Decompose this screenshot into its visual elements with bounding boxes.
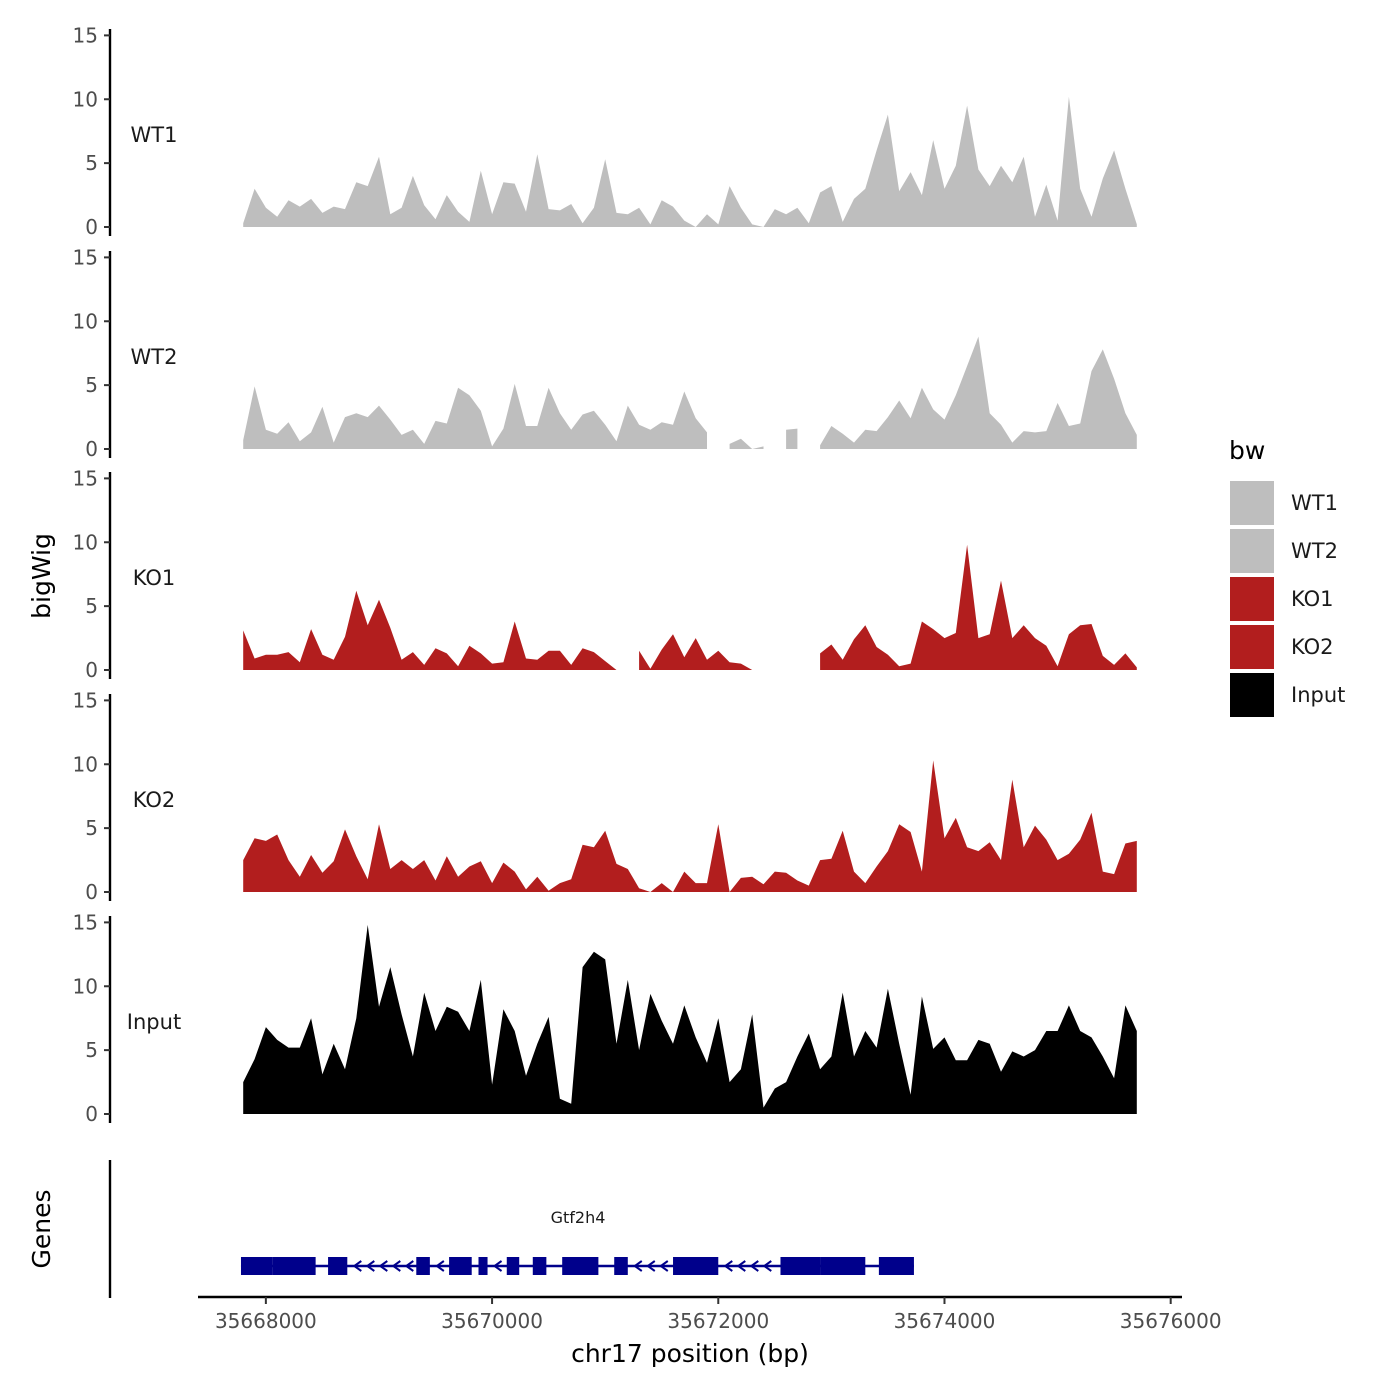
strand-arrow bbox=[378, 1260, 388, 1272]
strand-arrow bbox=[736, 1260, 746, 1272]
y-tick-label: 0 bbox=[85, 215, 98, 239]
y-tick-label: 0 bbox=[85, 658, 98, 682]
gene-track: Gtf2h4 bbox=[108, 1160, 914, 1298]
strand-arrow bbox=[659, 1260, 669, 1272]
legend-key-ko1 bbox=[1228, 575, 1276, 623]
track-wt1: 0 5 10 15 WT1 bbox=[73, 23, 1137, 239]
gene-exon bbox=[562, 1257, 599, 1275]
signal-area-wt2 bbox=[786, 428, 798, 449]
x-tick-label: 35674000 bbox=[894, 1309, 996, 1333]
strand-arrow bbox=[646, 1260, 656, 1272]
signal-area-wt2 bbox=[729, 438, 764, 449]
legend-label: KO1 bbox=[1291, 587, 1334, 611]
track-label: KO1 bbox=[133, 566, 176, 590]
track-label: Input bbox=[127, 1010, 181, 1034]
signal-area-wt2 bbox=[820, 336, 1137, 449]
legend-key-ko2 bbox=[1228, 623, 1276, 671]
gene-exon bbox=[416, 1257, 430, 1275]
y-tick-label: 10 bbox=[73, 530, 98, 554]
signal-area-ko2 bbox=[243, 760, 1137, 892]
gene-exon bbox=[328, 1257, 348, 1275]
strand-arrow bbox=[435, 1260, 445, 1272]
x-tick-label: 35676000 bbox=[1120, 1309, 1222, 1333]
y-tick-label: 15 bbox=[73, 910, 98, 934]
x-tick-label: 35672000 bbox=[667, 1309, 769, 1333]
strand-arrow bbox=[391, 1260, 401, 1272]
gene-exon bbox=[673, 1257, 719, 1275]
legend-key-wt1 bbox=[1228, 479, 1276, 527]
strand-arrow bbox=[404, 1260, 414, 1272]
y-tick-label: 5 bbox=[85, 816, 98, 840]
y-tick-label: 5 bbox=[85, 373, 98, 397]
legend-label: Input bbox=[1291, 683, 1345, 707]
track-ko1: 0 5 10 15 KO1 bbox=[73, 466, 1137, 682]
track-label: KO2 bbox=[133, 788, 176, 812]
gene-exon bbox=[449, 1257, 472, 1275]
y-tick-label: 0 bbox=[85, 437, 98, 461]
y-tick-label: 10 bbox=[73, 974, 98, 998]
signal-area-ko1 bbox=[243, 590, 617, 670]
y-tick-label: 10 bbox=[73, 309, 98, 333]
y-tick-label: 5 bbox=[85, 1038, 98, 1062]
y-tick-label: 15 bbox=[73, 466, 98, 490]
legend-label: KO2 bbox=[1291, 635, 1334, 659]
signal-area-ko1 bbox=[639, 634, 753, 670]
y-tick-label: 0 bbox=[85, 880, 98, 904]
strand-arrow bbox=[723, 1260, 733, 1272]
track-wt2: 0 5 10 15 WT2 bbox=[73, 245, 1137, 461]
signal-area-wt2 bbox=[243, 383, 707, 449]
strand-arrow bbox=[365, 1260, 375, 1272]
y-tick-label: 15 bbox=[73, 245, 98, 269]
y-tick-label: 5 bbox=[85, 594, 98, 618]
gene-exon bbox=[478, 1257, 488, 1275]
genes-axis-title: Genes bbox=[27, 1189, 56, 1268]
y-tick-label: 10 bbox=[73, 752, 98, 776]
x-axis: 35668000 35670000 35672000 35674000 35676000 bbox=[198, 1295, 1222, 1333]
y-tick-label: 0 bbox=[85, 1102, 98, 1126]
strand-arrow bbox=[352, 1260, 362, 1272]
signal-area-ko1 bbox=[820, 544, 1137, 670]
gene-name-label: Gtf2h4 bbox=[551, 1208, 606, 1227]
track-input: 0 5 10 15 Input bbox=[73, 910, 1137, 1126]
track-label: WT1 bbox=[131, 123, 178, 147]
x-axis-title: chr17 position (bp) bbox=[571, 1339, 809, 1368]
legend-key-wt2 bbox=[1228, 527, 1276, 575]
y-axis-title: bigWig bbox=[27, 533, 56, 619]
y-tick-label: 10 bbox=[73, 87, 98, 111]
y-tick-label: 15 bbox=[73, 688, 98, 712]
gene-exon bbox=[820, 1257, 866, 1275]
strand-arrow bbox=[749, 1260, 759, 1272]
gene-exon bbox=[272, 1257, 316, 1275]
strand-arrow bbox=[762, 1260, 772, 1272]
gene-exon bbox=[878, 1257, 914, 1275]
signal-area-input bbox=[243, 924, 1137, 1114]
track-ko2: 0 5 10 15 KO2 bbox=[73, 688, 1137, 904]
legend-label: WT2 bbox=[1291, 539, 1338, 563]
gene-exon bbox=[240, 1257, 273, 1275]
legend-title: bw bbox=[1229, 436, 1265, 465]
strand-arrow bbox=[633, 1260, 643, 1272]
track-label: WT2 bbox=[131, 345, 178, 369]
gene-exon bbox=[506, 1257, 520, 1275]
legend-key-input bbox=[1228, 671, 1276, 719]
gene-exon bbox=[614, 1257, 628, 1275]
x-tick-label: 35670000 bbox=[441, 1309, 543, 1333]
legend-label: WT1 bbox=[1291, 491, 1338, 515]
gene-exon bbox=[780, 1257, 821, 1275]
legend: bw WT1 WT2 KO1 KO2 Input bbox=[1228, 436, 1345, 719]
y-tick-label: 15 bbox=[73, 23, 98, 47]
signal-area-wt1 bbox=[243, 96, 1137, 227]
strand-arrow bbox=[492, 1260, 503, 1272]
gene-exon bbox=[532, 1257, 547, 1275]
x-tick-label: 35668000 bbox=[215, 1309, 317, 1333]
y-tick-label: 5 bbox=[85, 151, 98, 175]
tracks-layer: 0 5 10 15 WT1 0 5 10 15 WT2 0 5 10 15 KO1 0 5 10 15 KO2 0 5 10… bbox=[73, 23, 1137, 1126]
